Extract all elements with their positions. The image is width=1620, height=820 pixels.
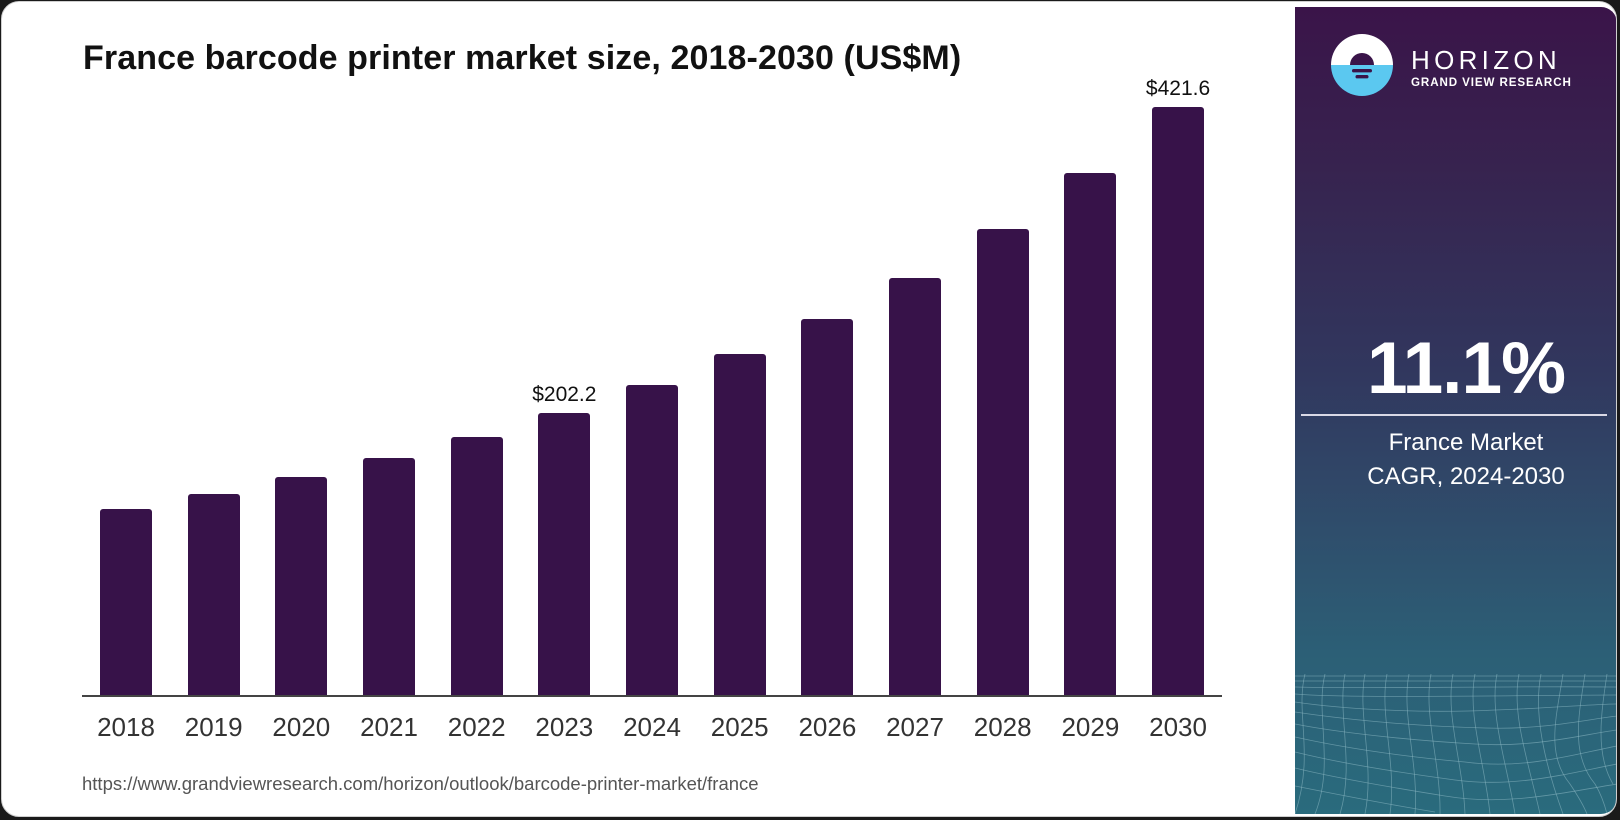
bar-2022[interactable] <box>450 436 503 695</box>
x-tick-label: 2026 <box>798 712 857 742</box>
x-tick-label: 2028 <box>973 712 1032 742</box>
bar-2025[interactable] <box>713 353 766 695</box>
bar-2026[interactable] <box>801 318 854 695</box>
bar-2020[interactable] <box>275 477 328 695</box>
bar-2021[interactable] <box>363 458 415 695</box>
bar-2023[interactable] <box>538 412 591 695</box>
x-tick-label: 2018 <box>97 712 155 742</box>
x-tick-label: 2023 <box>535 712 594 742</box>
brand-subtitle: GRAND VIEW RESEARCH <box>1411 76 1572 89</box>
x-tick-label: 2024 <box>623 712 681 742</box>
brand-name: HORIZON <box>1411 45 1561 75</box>
bar-value-label-2030: $421.6 <box>1145 76 1211 100</box>
horizon-logo-icon <box>1331 34 1393 96</box>
x-tick-label: 2025 <box>710 712 769 742</box>
bar-value-label-2023: $202.2 <box>532 382 597 406</box>
bar-2024[interactable] <box>626 384 679 695</box>
chart-title: France barcode printer market size, 2018… <box>83 39 962 77</box>
wave-mesh-decoration <box>1295 674 1616 814</box>
panel-divider <box>1301 414 1607 416</box>
x-tick-label: 2021 <box>360 712 418 742</box>
x-tick-label: 2027 <box>886 712 944 742</box>
brand-panel: HORIZON GRAND VIEW RESEARCH 11.1% France… <box>1295 7 1616 814</box>
cagr-label-market: France Market <box>1388 429 1544 456</box>
source-url[interactable]: https://www.grandviewresearch.com/horizo… <box>82 773 759 794</box>
x-tick-label: 2020 <box>272 712 331 742</box>
bar-2028[interactable] <box>976 229 1029 695</box>
bar-2019[interactable] <box>187 494 240 695</box>
bar-2029[interactable] <box>1064 172 1117 695</box>
bar-2018[interactable] <box>100 508 152 695</box>
bar-2030[interactable] <box>1152 106 1205 695</box>
x-tick-label: 2029 <box>1061 712 1120 742</box>
bar-2027[interactable] <box>889 277 942 695</box>
x-tick-label: 2022 <box>447 712 506 742</box>
x-axis-line <box>82 695 1222 697</box>
x-tick-label: 2030 <box>1149 712 1207 742</box>
cagr-value: 11.1% <box>1367 328 1566 409</box>
cagr-label-period: CAGR, 2024-2030 <box>1367 463 1565 490</box>
x-tick-label: 2019 <box>184 712 243 742</box>
bar-chart-plot: 2018 2019 2020 2021 2022 2023 $202.2 2024 2025 20… <box>2 2 1292 762</box>
